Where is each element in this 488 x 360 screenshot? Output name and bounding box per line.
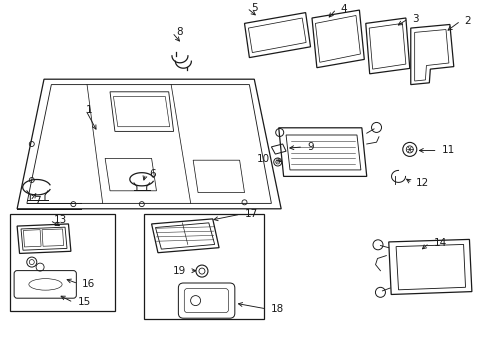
Text: 10: 10 <box>256 154 269 164</box>
Text: 17: 17 <box>244 209 257 219</box>
Text: 13: 13 <box>54 215 67 225</box>
Bar <box>10 214 115 311</box>
Text: 19: 19 <box>172 266 185 276</box>
Text: 1: 1 <box>86 105 93 115</box>
Text: 7: 7 <box>34 196 41 206</box>
Text: 2: 2 <box>464 16 470 26</box>
Text: 15: 15 <box>77 297 90 307</box>
Text: 5: 5 <box>250 3 257 13</box>
Text: 6: 6 <box>149 168 156 179</box>
Text: 11: 11 <box>441 145 454 156</box>
Text: 8: 8 <box>176 27 183 37</box>
Text: 3: 3 <box>411 14 418 24</box>
Text: 14: 14 <box>432 238 446 248</box>
Text: 16: 16 <box>82 279 95 289</box>
Text: 12: 12 <box>415 178 428 188</box>
Text: 9: 9 <box>306 142 313 152</box>
Text: 18: 18 <box>270 304 283 314</box>
Text: 4: 4 <box>340 4 346 14</box>
Bar <box>144 214 264 319</box>
